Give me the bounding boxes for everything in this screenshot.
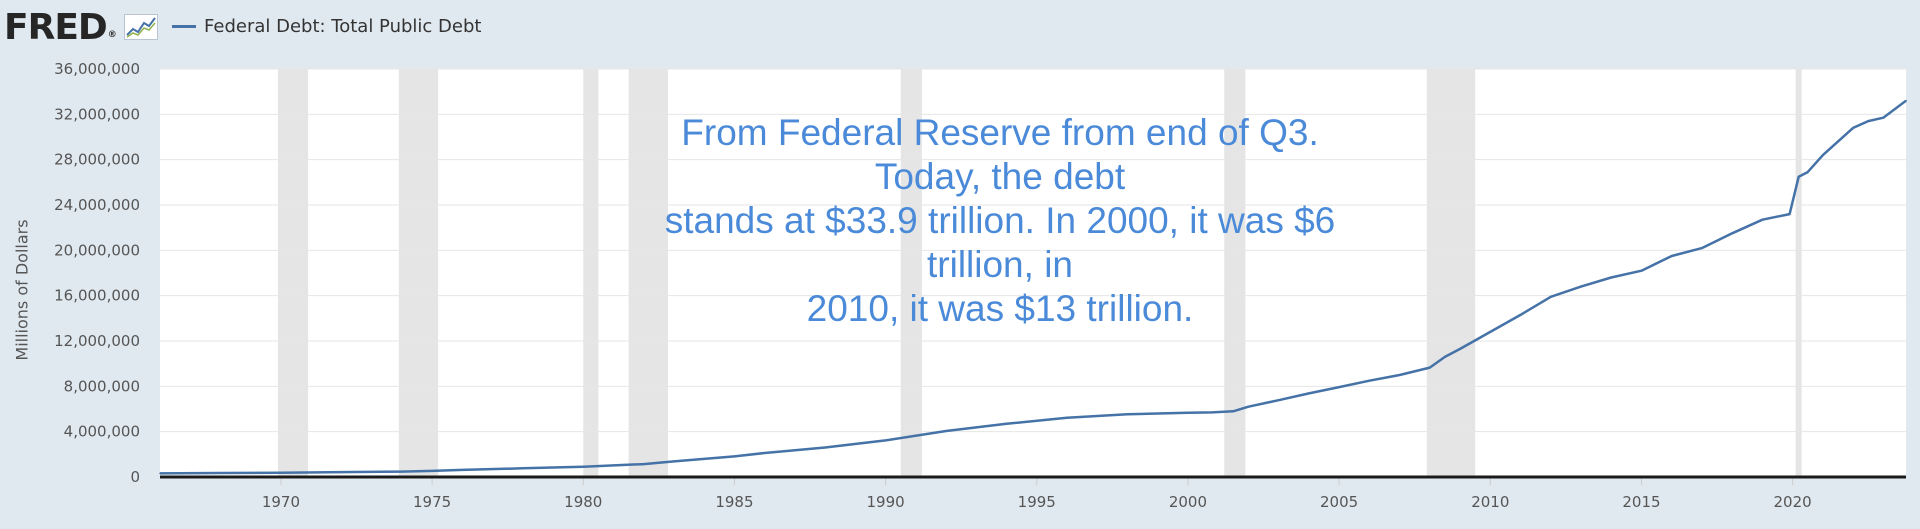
x-tick-label: 2005: [1320, 493, 1358, 511]
data-point: [1126, 413, 1129, 416]
x-tick-label: 2015: [1622, 493, 1660, 511]
plot-area: [160, 69, 1906, 477]
x-tick-label: 1995: [1018, 493, 1056, 511]
y-tick-label: 32,000,000: [54, 105, 140, 123]
y-tick-label: 8,000,000: [64, 377, 140, 395]
recession-band: [1426, 69, 1476, 477]
legend-series-swatch: [172, 24, 196, 28]
x-tick-label: 1970: [262, 493, 300, 511]
data-point: [280, 471, 282, 474]
recession-band: [628, 69, 668, 477]
y-tick-label: 0: [130, 468, 140, 486]
data-point: [1822, 154, 1824, 156]
x-tick-label: 1990: [867, 493, 905, 511]
data-point: [1489, 331, 1492, 333]
fred-logo-text: FRED: [4, 7, 108, 48]
data-point: [1549, 296, 1552, 298]
data-point: [1806, 171, 1809, 173]
data-point: [1670, 255, 1673, 257]
y-tick-label: 28,000,000: [54, 151, 140, 169]
data-point: [340, 471, 343, 473]
data-point: [945, 430, 947, 432]
data-point: [1368, 379, 1371, 382]
data-point: [1701, 247, 1703, 249]
chart-annotation: From Federal Reserve from end of Q3. Tod…: [664, 112, 1336, 329]
data-point: [1232, 410, 1235, 413]
data-point: [582, 465, 585, 468]
data-point: [1788, 213, 1791, 215]
data-point: [1444, 356, 1446, 358]
y-tick-label: 16,000,000: [54, 287, 140, 305]
data-point: [824, 446, 826, 449]
fred-logo[interactable]: FRED®: [4, 6, 117, 57]
y-tick-label: 24,000,000: [54, 196, 140, 214]
data-point: [1761, 218, 1764, 221]
registered-mark: ®: [107, 30, 117, 40]
data-point: [733, 455, 736, 458]
data-point: [763, 452, 766, 454]
x-tick-label: 2010: [1471, 493, 1509, 511]
data-point: [1308, 392, 1310, 395]
data-point: [1731, 232, 1733, 235]
data-point: [219, 472, 222, 474]
data-point: [1277, 399, 1280, 401]
y-tick-label: 20,000,000: [54, 241, 140, 259]
data-point: [1852, 127, 1854, 129]
data-point: [159, 472, 161, 475]
chart-header: FRED® Federal Debt: Total Public Debt: [0, 0, 1920, 60]
recession-band: [277, 69, 309, 477]
data-point: [1211, 411, 1213, 414]
data-point: [1640, 269, 1643, 272]
y-tick-label: 12,000,000: [54, 332, 140, 350]
data-point: [1247, 405, 1250, 408]
data-point: [1429, 366, 1431, 369]
data-point: [1519, 314, 1522, 316]
data-point: [1797, 175, 1800, 178]
recession-band: [1795, 69, 1802, 477]
recession-band: [583, 69, 599, 477]
data-point: [1905, 99, 1907, 102]
data-point: [522, 467, 524, 470]
data-point: [642, 463, 645, 465]
recession-band: [900, 69, 922, 477]
recession-band: [398, 69, 439, 477]
data-point: [431, 470, 433, 472]
x-tick-label: 2020: [1774, 493, 1812, 511]
data-point: [1005, 423, 1008, 425]
data-point: [401, 470, 403, 473]
data-point: [1338, 386, 1340, 388]
data-point: [1867, 120, 1870, 122]
data-point: [1610, 276, 1613, 279]
data-point: [1459, 348, 1461, 350]
data-point: [1580, 285, 1582, 288]
recession-band: [1224, 69, 1246, 477]
x-tick-label: 1985: [715, 493, 753, 511]
x-tick-label: 1980: [564, 493, 602, 511]
chart-legend[interactable]: Federal Debt: Total Public Debt: [172, 14, 481, 38]
y-tick-label: 36,000,000: [54, 60, 140, 78]
data-point: [1882, 116, 1885, 119]
data-point: [673, 460, 675, 463]
data-point: [461, 469, 464, 471]
legend-series-label: Federal Debt: Total Public Debt: [204, 15, 482, 37]
y-tick-label: 4,000,000: [64, 423, 140, 441]
data-point: [884, 439, 887, 442]
x-tick-label: 2000: [1169, 493, 1207, 511]
data-point: [1066, 417, 1068, 419]
x-tick-label: 1975: [413, 493, 451, 511]
data-point: [1398, 374, 1401, 376]
data-point: [1187, 411, 1189, 414]
trend-line-icon: [124, 14, 158, 40]
